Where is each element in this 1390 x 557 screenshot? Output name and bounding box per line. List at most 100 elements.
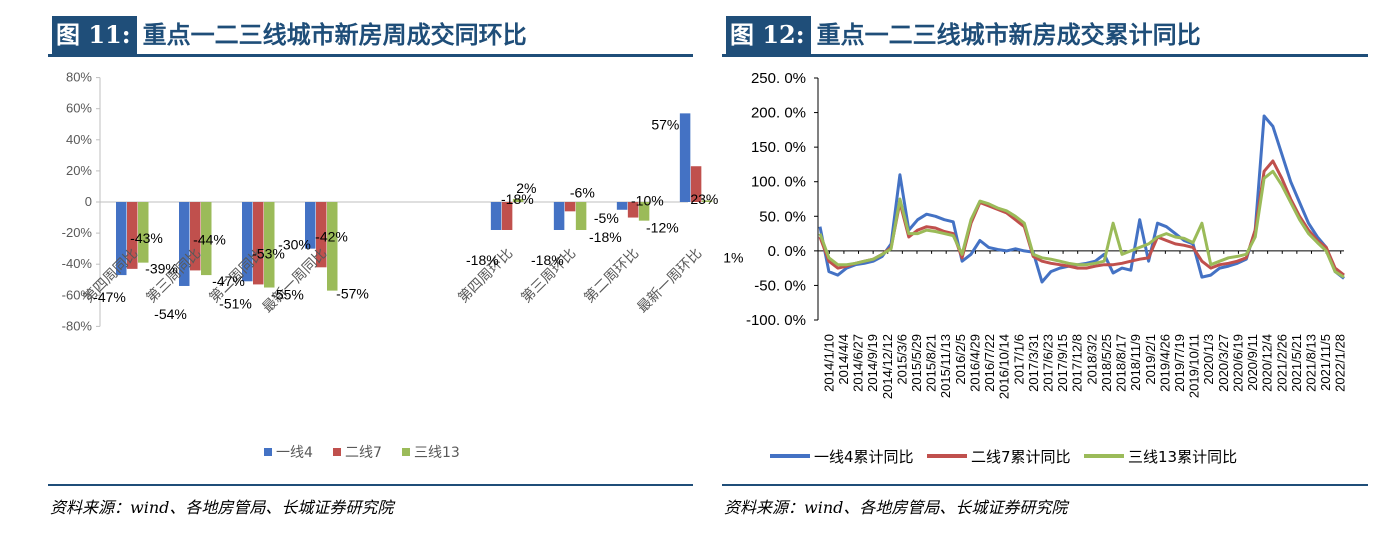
category-label: 第二周环比 <box>581 245 643 307</box>
x-tick-label: 2018/3/2 <box>1084 334 1099 385</box>
figure-11-footer-line <box>48 484 693 486</box>
y-tick-label: -80% <box>62 318 93 333</box>
line-chart: 250. 0% 200. 0% 150. 0% 100. 0% 50. 0% 0. 0% -… <box>746 70 1348 466</box>
data-label: -18% <box>466 252 499 268</box>
x-tick-label: 2016/4/29 <box>967 334 982 392</box>
x-tick-label: 2016/7/22 <box>982 334 997 392</box>
data-label: -30% <box>278 237 311 253</box>
bar <box>179 202 190 286</box>
series-line <box>818 169 1345 279</box>
x-tick-label: 2021/8/13 <box>1303 334 1318 392</box>
y-tick-label: 50. 0% <box>759 208 806 225</box>
figure-11-number: 图 11: <box>52 16 137 54</box>
legend-swatch <box>333 448 341 456</box>
data-label: -44% <box>193 231 226 247</box>
bar <box>575 202 587 230</box>
x-tick-label: 2018/5/25 <box>1099 334 1114 392</box>
figure-12-panel: 图 12: 重点一二三线城市新房成交累计同比 250. 0% 200. 0% 150.… <box>722 16 1368 536</box>
x-tick-label: 2015/5/29 <box>909 334 924 392</box>
x-tick-label: 2018/11/9 <box>1128 334 1143 391</box>
x-tick-label: 2017/3/31 <box>1026 334 1041 392</box>
x-tick-label: 2019/2/1 <box>1143 334 1158 385</box>
bar <box>553 202 565 230</box>
figure-12-footer-line <box>722 484 1368 486</box>
data-label: -53% <box>252 245 285 261</box>
bar <box>638 202 650 221</box>
data-label: 2% <box>516 180 536 196</box>
data-label: 1% <box>723 249 743 265</box>
bar <box>679 113 691 202</box>
bar <box>253 202 264 285</box>
bar-chart: 80%60%40%20%0-20%-40%-60%-80%第四周同比 第三周同比第… <box>62 70 744 461</box>
x-tick-label: 2020/9/11 <box>1245 334 1260 391</box>
bar <box>627 202 639 218</box>
x-tick-label: 2017/9/15 <box>1055 334 1070 392</box>
y-tick-label: 0. 0% <box>768 243 806 260</box>
y-tick-label: 150. 0% <box>751 139 806 156</box>
bar <box>490 202 502 230</box>
data-label: -12% <box>646 220 679 236</box>
data-label: -18% <box>589 229 622 245</box>
data-label: -39% <box>145 261 178 277</box>
x-tick-label: 2021/5/21 <box>1289 334 1304 392</box>
x-tick-label: 2020/1/3 <box>1201 334 1216 385</box>
figure-12-header: 图 12: 重点一二三线城市新房成交累计同比 <box>722 16 1368 57</box>
x-tick-label: 2017/1/6 <box>1011 334 1026 385</box>
x-tick-label: 2017/6/23 <box>1040 334 1055 392</box>
figure-11-source: 资料来源：wind、各地房管局、长城证券研究院 <box>50 498 394 517</box>
figure-11-title: 重点一二三线城市新房周成交同环比 <box>142 20 527 49</box>
bar <box>201 202 212 276</box>
data-label: -18% <box>501 191 534 207</box>
data-label: -51% <box>219 295 252 311</box>
bar <box>305 202 316 249</box>
x-tick-label: 2018/8/17 <box>1114 334 1129 392</box>
bar <box>242 202 253 282</box>
legend-label: 二线7累计同比 <box>971 448 1071 466</box>
bar <box>690 166 702 202</box>
data-label: -18% <box>531 252 564 268</box>
y-tick-label: -60% <box>62 287 93 302</box>
y-tick-label: -50. 0% <box>754 277 806 294</box>
x-tick-label: 2016/2/5 <box>953 334 968 385</box>
legend-label: 一线4累计同比 <box>814 448 914 466</box>
x-tick-label: 2020/12/4 <box>1260 334 1275 392</box>
bar <box>616 202 628 210</box>
y-tick-label: -20% <box>62 225 93 240</box>
x-tick-label: 2021/11/5 <box>1318 334 1333 391</box>
x-tick-label: 2014/12/12 <box>880 334 895 399</box>
y-tick-label: 20% <box>66 163 92 178</box>
data-label: -42% <box>315 228 348 244</box>
data-label: -57% <box>336 286 369 302</box>
data-label: -47% <box>212 273 245 289</box>
x-tick-label: 2015/11/13 <box>938 334 953 398</box>
legend-label: 三线13 <box>414 445 460 461</box>
x-tick-label: 2014/9/19 <box>865 334 880 392</box>
bar <box>701 200 713 202</box>
figure-11-header: 图 11: 重点一二三线城市新房周成交同环比 <box>48 16 693 57</box>
bar <box>116 202 127 276</box>
bar <box>327 202 338 291</box>
bar <box>564 202 576 212</box>
y-tick-label: 200. 0% <box>751 105 806 122</box>
bar <box>512 198 524 202</box>
legend-label: 三线13累计同比 <box>1128 448 1237 466</box>
bar <box>190 202 201 271</box>
x-tick-label: 2016/10/14 <box>997 334 1012 399</box>
x-tick-label: 2014/4/4 <box>836 334 851 385</box>
data-label: -5% <box>594 210 619 226</box>
x-tick-label: 2019/4/26 <box>1157 334 1172 392</box>
x-tick-label: 2015/3/6 <box>894 334 909 385</box>
x-tick-label: 2014/6/27 <box>851 334 866 392</box>
bar <box>501 202 513 230</box>
x-tick-label: 2017/12/8 <box>1070 334 1085 392</box>
x-tick-label: 2022/1/28 <box>1333 334 1348 392</box>
data-label: -6% <box>570 184 595 200</box>
figure-12-title: 重点一二三线城市新房成交累计同比 <box>816 20 1201 49</box>
y-tick-label: 250. 0% <box>751 70 806 87</box>
y-tick-label: 60% <box>66 101 92 116</box>
y-tick-label: 80% <box>66 70 92 85</box>
bar <box>316 202 327 268</box>
y-tick-label: 0 <box>85 194 92 209</box>
data-label: -47% <box>93 289 126 305</box>
figure-11-panel: 图 11: 重点一二三线城市新房周成交同环比 80% 60% 40% 20% 0 -20% -… <box>48 16 744 536</box>
